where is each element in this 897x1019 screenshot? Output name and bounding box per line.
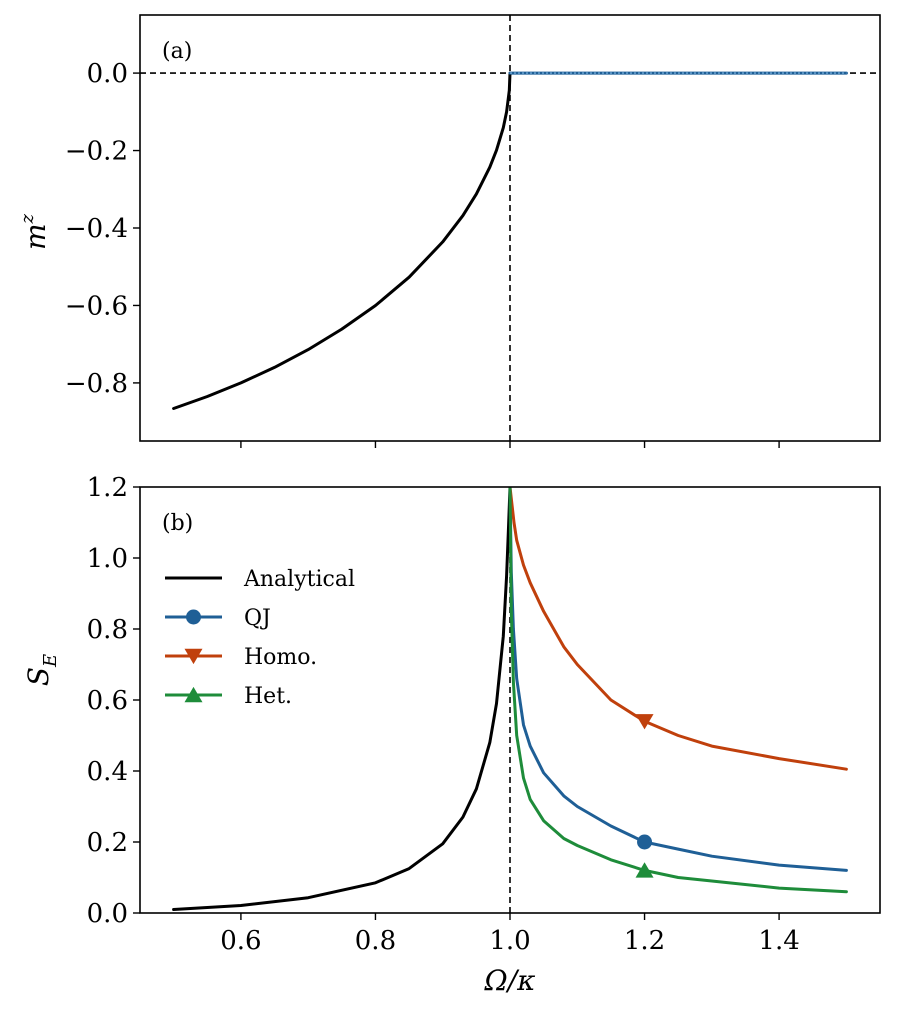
panel-b-ytick-label: 1.2 xyxy=(87,473,128,503)
panel-b-series-homo xyxy=(508,487,848,771)
legend-label-analytical: Analytical xyxy=(243,567,355,592)
panel-b-label: (b) xyxy=(162,511,193,536)
panel-b-axes: 0.0 0.2 0.4 0.6 0.8 1.0 1.2 0.6 0.8 1.0 1.2 1.4 xyxy=(87,473,881,956)
panel-a-ytick-label: −0.8 xyxy=(65,369,128,399)
legend-marker-qj xyxy=(186,609,201,625)
legend-label-het: Het. xyxy=(244,684,292,709)
panel-b-ytick-label: 0.0 xyxy=(87,899,128,929)
legend-item-het: Het. xyxy=(165,684,292,709)
panel-b-series-qj xyxy=(508,487,848,872)
panel-a-ytick-label: 0.0 xyxy=(87,59,128,89)
legend-label-homo: Homo. xyxy=(244,645,317,670)
panel-b-marker-homo xyxy=(635,714,654,730)
panel-a-ytick-label: −0.6 xyxy=(65,291,128,321)
panel-b-ytick-label: 0.4 xyxy=(87,757,128,787)
panel-b-ytick-label: 0.8 xyxy=(87,615,128,645)
panel-b-xtick-label: 1.0 xyxy=(489,926,530,956)
panel-b-y-label-sub: E xyxy=(40,654,61,668)
panel-a-axes: 0.0 −0.2 −0.4 −0.6 −0.8 xyxy=(65,14,881,448)
panel-b-x-axis-label: Ω/κ xyxy=(483,964,535,997)
panel-b-marker-het xyxy=(635,862,654,878)
panel-b-marker-qj xyxy=(637,834,653,850)
panel-b: 0.0 0.2 0.4 0.6 0.8 1.0 1.2 0.6 0.8 1.0 1.2 1.4 (b)… xyxy=(22,473,881,997)
legend: Analytical QJ Homo. Het. xyxy=(165,567,355,709)
panel-a-ytick-label: −0.2 xyxy=(65,137,128,167)
legend-label-qj: QJ xyxy=(244,606,271,631)
legend-marker-het xyxy=(184,686,203,703)
panel-a-y-axis-label: mz xyxy=(17,213,52,250)
legend-item-qj: QJ xyxy=(165,606,271,631)
legend-marker-homo xyxy=(184,648,203,665)
panel-b-series-het xyxy=(508,487,848,894)
panel-a-label: (a) xyxy=(162,39,192,64)
panel-b-plot-area xyxy=(172,487,848,913)
panel-b-xtick-label: 0.6 xyxy=(220,926,261,956)
panel-a-ytick-label: −0.4 xyxy=(65,214,128,244)
panel-a-y-label-main: m xyxy=(19,223,52,250)
panel-a-series-analytical xyxy=(172,71,512,410)
panel-b-ytick-label: 0.6 xyxy=(87,686,128,716)
panel-b-y-axis-label: SE xyxy=(22,654,61,686)
legend-item-homo: Homo. xyxy=(165,645,317,670)
panel-b-xtick-label: 0.8 xyxy=(355,926,396,956)
panel-b-xtick-label: 1.2 xyxy=(624,926,665,956)
panel-b-y-label-main: S xyxy=(22,667,55,686)
panel-a-y-label-sup: z xyxy=(17,213,38,224)
panel-b-ytick-label: 0.2 xyxy=(87,828,128,858)
panel-b-ytick-label: 1.0 xyxy=(87,544,128,574)
legend-item-analytical: Analytical xyxy=(165,567,355,592)
panel-a: 0.0 −0.2 −0.4 −0.6 −0.8 (a) mz xyxy=(17,14,881,448)
panel-b-xtick-label: 1.4 xyxy=(758,926,799,956)
panel-b-series-analytical xyxy=(172,487,512,911)
panel-a-plot-area xyxy=(140,15,880,441)
